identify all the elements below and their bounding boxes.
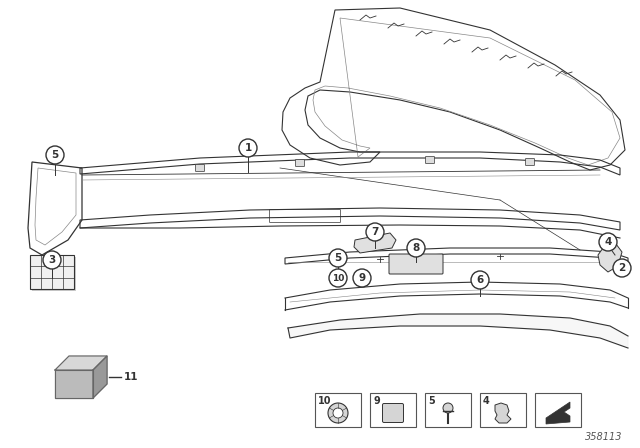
Polygon shape <box>354 233 396 253</box>
Polygon shape <box>288 314 628 348</box>
FancyBboxPatch shape <box>383 404 403 422</box>
Text: 4: 4 <box>604 237 612 247</box>
Bar <box>370 393 416 427</box>
Circle shape <box>328 403 348 423</box>
Text: 2: 2 <box>618 263 626 273</box>
Text: 10: 10 <box>332 273 344 283</box>
Circle shape <box>43 251 61 269</box>
Circle shape <box>366 223 384 241</box>
Text: 9: 9 <box>358 273 365 283</box>
FancyBboxPatch shape <box>525 159 534 165</box>
Text: 5: 5 <box>51 150 59 160</box>
Text: 358113: 358113 <box>584 432 622 442</box>
Text: 9: 9 <box>373 396 380 406</box>
Polygon shape <box>495 403 511 423</box>
Bar <box>535 393 581 427</box>
Polygon shape <box>93 356 107 398</box>
Circle shape <box>599 233 617 251</box>
Polygon shape <box>598 244 622 272</box>
Polygon shape <box>55 370 93 398</box>
Circle shape <box>407 239 425 257</box>
Text: 7: 7 <box>371 227 379 237</box>
Circle shape <box>613 259 631 277</box>
FancyBboxPatch shape <box>389 254 443 274</box>
FancyBboxPatch shape <box>296 159 305 167</box>
Text: 3: 3 <box>49 255 56 265</box>
Text: 4: 4 <box>483 396 490 406</box>
Bar <box>315 393 361 427</box>
FancyBboxPatch shape <box>195 164 205 172</box>
Text: 5: 5 <box>334 253 342 263</box>
Polygon shape <box>546 402 570 424</box>
Text: 6: 6 <box>476 275 484 285</box>
Text: 11: 11 <box>124 372 138 382</box>
Circle shape <box>239 139 257 157</box>
FancyBboxPatch shape <box>32 257 76 291</box>
Bar <box>425 393 471 427</box>
Text: 8: 8 <box>412 243 420 253</box>
Circle shape <box>333 408 343 418</box>
FancyBboxPatch shape <box>426 156 435 164</box>
Circle shape <box>353 269 371 287</box>
Text: 5: 5 <box>428 396 435 406</box>
Circle shape <box>443 403 453 413</box>
Polygon shape <box>55 356 107 370</box>
Circle shape <box>329 269 347 287</box>
Text: 10: 10 <box>318 396 332 406</box>
Circle shape <box>329 249 347 267</box>
Circle shape <box>471 271 489 289</box>
Bar <box>480 393 526 427</box>
FancyBboxPatch shape <box>30 255 74 289</box>
Text: 1: 1 <box>244 143 252 153</box>
Circle shape <box>46 146 64 164</box>
